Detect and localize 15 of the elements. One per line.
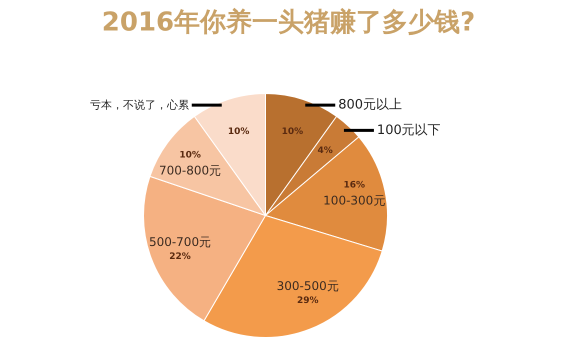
- data-label: 4%: [318, 146, 333, 156]
- data-label: 10%: [228, 126, 250, 137]
- slice-label: 300-500元: [276, 278, 339, 293]
- data-label: 22%: [169, 252, 191, 262]
- data-label: 10%: [179, 150, 201, 160]
- slice-label: 亏本，不说了，心累: [90, 98, 189, 112]
- data-label: 16%: [343, 180, 366, 190]
- chart-title: 2016年你养一头猪赚了多少钱?: [102, 8, 476, 38]
- slice-label: 500-700元: [148, 234, 212, 249]
- slice-label: 800元以上: [338, 98, 402, 113]
- slice-label: 700-800元: [159, 163, 222, 178]
- data-label: 10%: [282, 126, 304, 137]
- slice-label: 100-300元: [323, 193, 386, 208]
- data-label: 29%: [296, 296, 318, 306]
- slice-label: 100元以下: [376, 122, 441, 138]
